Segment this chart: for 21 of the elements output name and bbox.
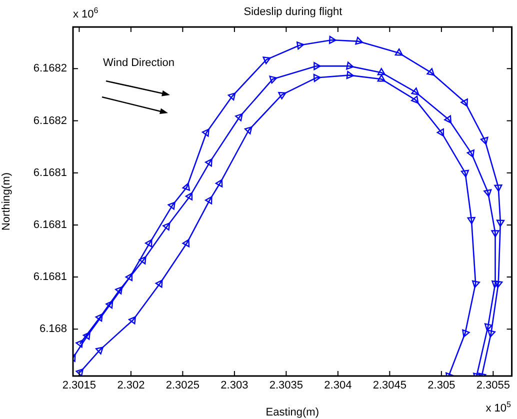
y-axis-title: Northing(m) — [0, 172, 13, 231]
x-tick-label: 2.303 — [220, 380, 248, 392]
y-tick-label: 6.1682 — [33, 62, 67, 75]
chart-title: Sideslip during flight — [244, 6, 342, 18]
y-tick-label: 6.1681 — [33, 271, 67, 284]
x-tick-label: 2.304 — [324, 380, 352, 392]
y-tick-label: 6.168 — [39, 323, 67, 336]
text: x 10$^{6}$ — [73, 6, 98, 21]
x-tick-label: 2.302 — [117, 380, 145, 392]
x-axis-title: Easting(m) — [266, 406, 319, 418]
x-tick-label: 2.3035 — [269, 380, 304, 392]
annotation: Wind Direction — [103, 57, 175, 69]
x-tick-label: 2.3055 — [476, 380, 510, 392]
x-tick-label: 2.3045 — [372, 380, 407, 392]
x-tick-label: 2.3025 — [166, 380, 200, 392]
text: x 10$^{5}$ — [486, 400, 511, 415]
y-tick-label: 6.1681 — [33, 166, 67, 179]
x-tick-label: 2.305 — [428, 380, 456, 392]
x-tick-label: 2.3015 — [62, 380, 96, 392]
y-tick-label: 6.1681 — [33, 218, 67, 231]
y-tick-label: 6.1682 — [33, 114, 67, 127]
